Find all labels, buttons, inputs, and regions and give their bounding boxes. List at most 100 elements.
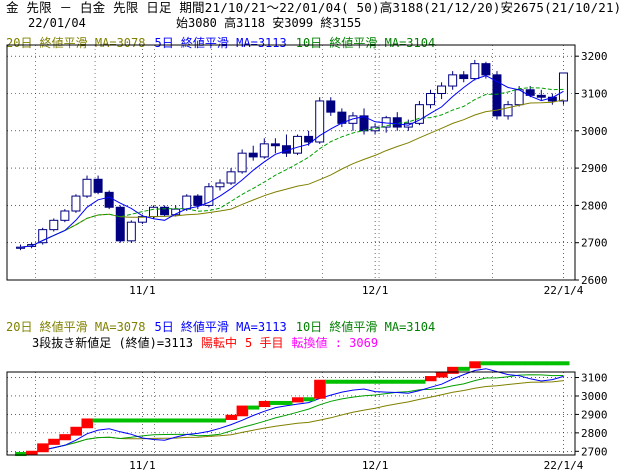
candle-body-up <box>226 171 236 184</box>
kagi-block-flat <box>147 418 160 423</box>
kagi-block-up <box>424 376 437 382</box>
candle-body-up <box>49 219 59 231</box>
kagi-block-up <box>37 443 49 453</box>
status-line: 3段抜き新値足 (終値)=3113 陽転中 5 手目 転換値 : 3069 <box>32 336 378 350</box>
kagi-block-up <box>292 397 304 403</box>
current-date: 22/01/04 <box>28 16 86 30</box>
candle <box>304 130 314 146</box>
candle-body-up <box>38 229 48 244</box>
upper-plot-frame <box>6 44 576 281</box>
kagi-block-flat <box>125 418 138 423</box>
candle <box>237 149 247 174</box>
lower-tick-label-y: 3100 <box>581 372 608 385</box>
kagi-block-flat <box>358 379 371 384</box>
kagi-block-flat <box>413 379 426 384</box>
candle <box>426 89 435 109</box>
lower-tick-label-y: 3000 <box>581 390 608 403</box>
candle <box>248 145 258 161</box>
ohlc-readout: 始3080 高3118 安3099 終3155 <box>176 16 362 30</box>
candle-body-up <box>426 92 435 106</box>
candle <box>49 218 59 232</box>
candle-body-up <box>60 210 70 221</box>
candle-body-up <box>149 206 158 218</box>
kagi-block-flat <box>214 418 227 423</box>
upper-tick-label-y: 3200 <box>581 50 608 63</box>
kagi-block-up <box>236 405 249 417</box>
kagi-block-flat <box>535 361 548 366</box>
kagi-block-flat <box>391 379 404 384</box>
candle-body-down <box>481 63 491 76</box>
kagi-block-flat <box>325 379 337 384</box>
candle <box>82 175 92 198</box>
kagi-block-up <box>447 366 459 374</box>
kagi-block-up <box>436 372 448 378</box>
candle <box>448 71 458 90</box>
ma20-line <box>20 99 564 248</box>
kagi-block-flat <box>114 418 127 423</box>
kagi-block-up <box>81 418 94 429</box>
candle-body-up <box>470 63 480 80</box>
kagi-block-flat <box>192 418 204 423</box>
candle-body-up <box>137 216 147 223</box>
kagi-block-flat <box>170 418 182 423</box>
upper-tick-label-y: 2900 <box>581 162 608 175</box>
candle-body-up <box>182 195 192 210</box>
candle-body-up <box>514 89 524 106</box>
chart-title: 金 先限 － 白金 先限 日足 期間21/10/21～22/01/04( 50)… <box>6 0 622 15</box>
kagi-block-flat <box>546 361 559 366</box>
kagi-block-flat <box>458 366 470 371</box>
kagi-block-flat <box>557 361 570 366</box>
kagi-block-flat <box>303 397 315 402</box>
lower-tick-label-y: 2800 <box>581 427 608 440</box>
kagi-block-flat <box>203 418 215 423</box>
kagi-block-flat <box>380 379 393 384</box>
candle-body-down <box>392 117 402 128</box>
candle-body-up <box>348 115 358 124</box>
legend-ma20: 20日 終値平滑 MA=3078 <box>6 36 146 50</box>
kagi-block-flat <box>269 400 282 405</box>
candle-body-down <box>492 74 502 117</box>
candle-body-up <box>293 135 303 154</box>
kagi-block-flat <box>181 418 193 423</box>
candle-body-down <box>115 206 125 242</box>
candle <box>503 100 513 120</box>
kagi-block-flat <box>159 418 171 423</box>
candle <box>437 82 447 100</box>
candle <box>204 183 214 208</box>
kagi-block-up <box>225 414 238 420</box>
candle <box>160 205 170 217</box>
candle-body-up <box>259 143 269 158</box>
lower-tick-label-y: 2700 <box>581 445 608 458</box>
kagi-block-up <box>469 361 481 369</box>
ma5-line <box>20 75 564 248</box>
status-turn: 転換値 : 3069 <box>291 336 379 350</box>
legend-ma5-lower: 5日 終値平滑 MA=3113 <box>154 320 287 334</box>
candle-body-down <box>459 74 469 80</box>
kagi-block-up <box>70 426 82 436</box>
kagi-block-up <box>314 379 326 399</box>
legend-ma10: 10日 終値平滑 MA=3104 <box>295 36 436 50</box>
upper-tick-label-x: 12/1 <box>362 284 389 297</box>
upper-tick-label-x: 11/1 <box>129 284 156 297</box>
candle <box>315 97 325 144</box>
candle-body-down <box>104 191 114 208</box>
candle <box>492 71 502 120</box>
lower-ma10-line <box>20 374 564 454</box>
candle <box>215 179 225 191</box>
kagi-block-flat <box>247 405 260 410</box>
kagi-block-flat <box>336 379 348 384</box>
upper-tick-label-y: 3000 <box>581 125 608 138</box>
candle <box>104 190 114 210</box>
kagi-block-up <box>258 400 271 408</box>
candle <box>115 205 125 243</box>
status-method: 3段抜き新値足 (終値)=3113 <box>32 336 194 350</box>
candle-body-down <box>193 195 203 206</box>
candle <box>259 138 269 159</box>
candle-body-up <box>71 195 81 212</box>
kagi-block-flat <box>280 400 293 405</box>
kagi-block-flat <box>513 361 526 366</box>
kagi-block-flat <box>15 452 27 457</box>
kagi-block-flat <box>502 361 515 366</box>
status-count: 5 手目 <box>245 336 284 350</box>
